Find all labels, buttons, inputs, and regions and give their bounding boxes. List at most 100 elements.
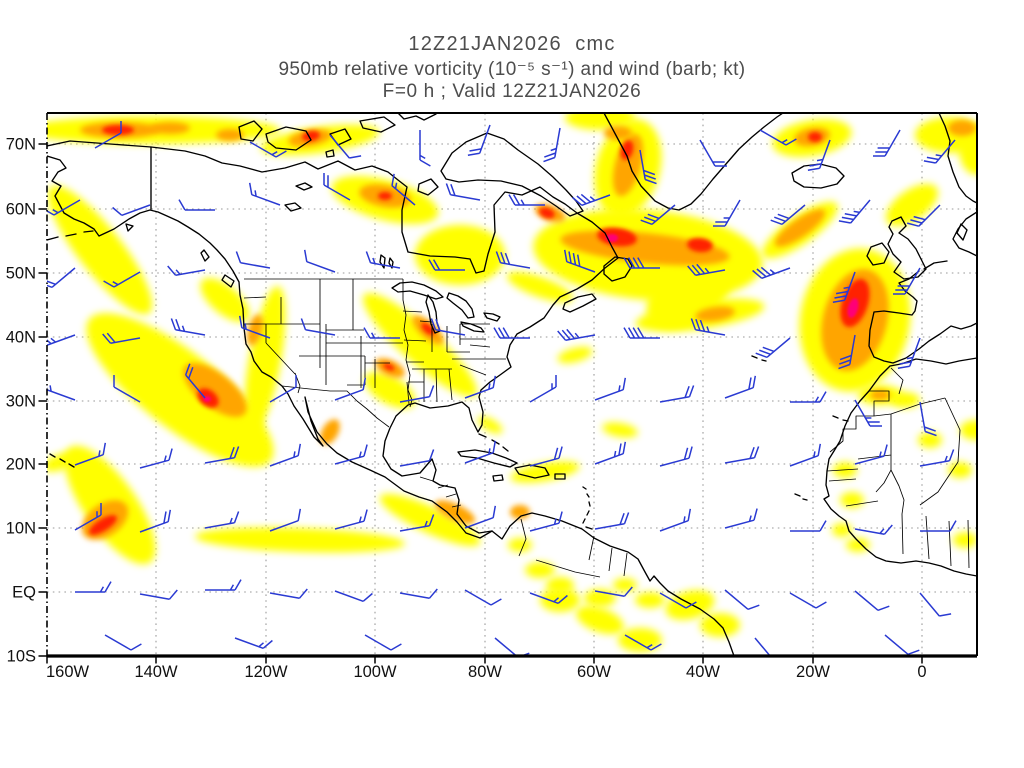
barb-shaft	[47, 199, 81, 216]
barb-shaft	[897, 337, 921, 370]
wind-barb	[838, 334, 856, 370]
wind-barb	[112, 204, 151, 217]
chart-title-valid-time: F=0 h ; Valid 12Z21JAN2026	[382, 81, 642, 102]
border-path	[243, 278, 506, 408]
barb-shaft	[269, 588, 308, 599]
latitude-label: 40N	[6, 329, 36, 347]
barb-shaft	[334, 444, 368, 465]
barb-shaft	[754, 637, 772, 656]
barb-shaft	[74, 442, 107, 466]
vorticity-yellow-area	[576, 605, 624, 635]
coastline-path	[887, 216, 927, 280]
border-path	[518, 518, 628, 578]
vorticity-red-area	[421, 322, 435, 336]
wind-barb	[724, 508, 758, 529]
barb-shaft	[752, 266, 791, 280]
wind-barb	[334, 444, 368, 465]
barb-shaft	[624, 634, 662, 651]
barb-shaft	[854, 524, 893, 535]
wind-barb	[464, 440, 497, 464]
barb-shaft	[178, 199, 215, 211]
barb-shaft	[854, 399, 882, 427]
barb-shaft	[789, 443, 822, 467]
coastline-path	[514, 464, 550, 479]
longitude-label: 40W	[686, 663, 720, 681]
barb-shaft	[47, 334, 76, 347]
wind-barb	[47, 267, 76, 289]
coastline-path	[379, 254, 394, 269]
wind-barb	[184, 363, 206, 399]
barb-shaft	[112, 204, 151, 217]
coastline-path	[200, 249, 210, 262]
wind-barb	[659, 508, 692, 532]
latitude-label: 70N	[6, 136, 36, 154]
vorticity-orange-area	[612, 133, 644, 197]
wind-barb	[399, 588, 438, 599]
wind-barb	[529, 511, 563, 532]
wind-barbs	[47, 121, 957, 656]
wind-barb	[624, 634, 662, 651]
coastline-path	[325, 149, 335, 158]
vorticity-magenta-area	[847, 298, 859, 318]
coastline-path	[284, 182, 313, 212]
wind-barb	[269, 508, 302, 532]
vorticity-orange-area	[150, 122, 190, 134]
barb-shaft	[205, 579, 242, 591]
barb-shaft	[167, 265, 206, 276]
coastline-path	[832, 415, 849, 422]
wind-barb	[508, 194, 545, 206]
wind-barb	[687, 263, 726, 276]
vorticity-yellow-area	[86, 313, 274, 467]
wind-barb	[713, 199, 741, 227]
wind-barb	[854, 524, 893, 535]
barb-shaft	[623, 257, 660, 269]
wind-barb	[399, 514, 435, 532]
border-path	[281, 385, 390, 428]
wind-barb	[659, 592, 697, 609]
wind-barb	[329, 134, 362, 159]
longitude-label: 120W	[244, 663, 288, 681]
barb-shaft	[464, 505, 497, 529]
wind-barb	[167, 265, 206, 276]
barb-shaft	[334, 377, 367, 401]
barb-shaft	[235, 251, 271, 269]
barb-shaft	[854, 444, 888, 465]
barb-shaft	[594, 512, 630, 530]
coastline-path	[425, 294, 441, 334]
vorticity-orange-area	[774, 209, 826, 247]
wind-barb	[94, 121, 122, 149]
barb-shaft	[724, 508, 758, 529]
wind-barb	[724, 589, 760, 611]
wind-barb	[790, 391, 827, 403]
barb-shaft	[884, 634, 920, 656]
wind-barb	[755, 337, 791, 359]
wind-barb	[923, 139, 956, 164]
barb-shaft	[47, 385, 76, 401]
barb-shaft	[687, 263, 726, 276]
vorticity-red-area	[302, 130, 320, 142]
vorticity-yellow-area	[602, 422, 638, 438]
barb-shaft	[543, 127, 561, 163]
barb-shaft	[430, 318, 466, 336]
longitude-label: 60W	[577, 663, 611, 681]
barb-shaft	[363, 327, 400, 339]
wind-barb	[139, 509, 172, 533]
wind-barb	[752, 266, 791, 280]
vorticity-yellow-area	[635, 592, 665, 608]
vorticity-yellow-area	[557, 346, 593, 364]
barb-shaft	[47, 267, 76, 289]
wind-barb	[249, 141, 287, 158]
wind-barb	[102, 332, 141, 344]
barb-shaft	[399, 588, 438, 599]
wind-barb	[919, 592, 952, 617]
vorticity-orange-area	[247, 314, 263, 346]
coastline-path	[866, 242, 890, 266]
barb-shaft	[334, 509, 368, 530]
barb-shaft	[445, 183, 481, 201]
vorticity-yellow-area	[540, 588, 580, 612]
wind-barb	[430, 318, 466, 336]
wind-barb	[854, 399, 882, 427]
barb-shaft	[467, 124, 491, 157]
wind-barb	[770, 204, 806, 226]
barb-shaft	[724, 375, 757, 399]
